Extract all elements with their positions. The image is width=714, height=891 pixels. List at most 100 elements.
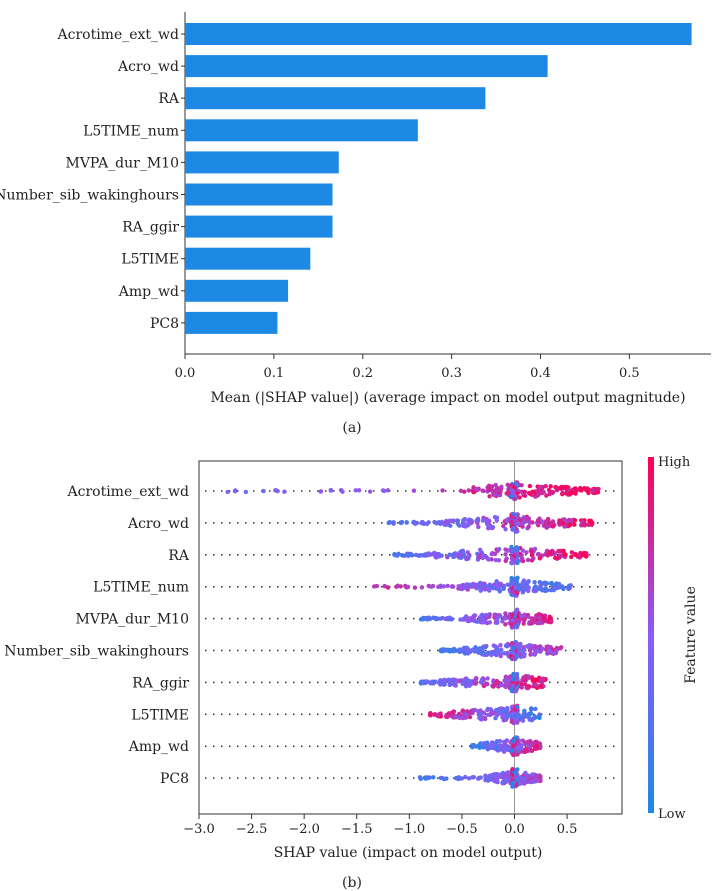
point bbox=[474, 486, 479, 492]
point bbox=[526, 516, 531, 521]
x-tick-label: 0.5 bbox=[619, 366, 640, 381]
point bbox=[529, 552, 535, 558]
point bbox=[529, 706, 534, 711]
point bbox=[478, 708, 483, 713]
point bbox=[479, 677, 485, 683]
point bbox=[468, 582, 474, 587]
point bbox=[391, 521, 396, 526]
point bbox=[591, 487, 596, 493]
point bbox=[399, 519, 405, 525]
point bbox=[438, 616, 443, 621]
point bbox=[550, 647, 556, 652]
point bbox=[465, 651, 471, 656]
point bbox=[509, 575, 514, 581]
category-label: L5TIME_num bbox=[93, 580, 189, 596]
point bbox=[510, 704, 515, 710]
point bbox=[534, 744, 540, 749]
category-label: MVPA_dur_M10 bbox=[65, 155, 179, 171]
point bbox=[511, 645, 516, 651]
point bbox=[545, 524, 550, 529]
point bbox=[438, 682, 443, 687]
point bbox=[411, 488, 417, 493]
point bbox=[527, 483, 533, 489]
x-axis-label: Mean (|SHAP value|) (average impact on m… bbox=[210, 390, 685, 406]
point bbox=[509, 544, 514, 550]
point bbox=[504, 706, 510, 711]
point bbox=[233, 488, 238, 493]
point bbox=[481, 488, 486, 494]
point bbox=[543, 588, 549, 593]
point bbox=[477, 555, 482, 560]
point bbox=[563, 552, 568, 557]
point bbox=[492, 681, 498, 686]
point bbox=[489, 772, 495, 778]
point bbox=[495, 616, 500, 621]
point bbox=[514, 577, 520, 583]
point bbox=[536, 612, 541, 617]
x-tick-label: 0.0 bbox=[504, 822, 525, 837]
point bbox=[419, 585, 425, 590]
point bbox=[510, 490, 516, 496]
point bbox=[340, 489, 345, 494]
point bbox=[521, 518, 527, 524]
point bbox=[525, 579, 531, 585]
point bbox=[522, 681, 528, 687]
point bbox=[477, 615, 483, 620]
category-label: L5TIME bbox=[121, 252, 179, 268]
point bbox=[418, 617, 424, 622]
point bbox=[502, 773, 507, 779]
point bbox=[462, 553, 467, 559]
point bbox=[523, 584, 529, 590]
point bbox=[470, 708, 476, 713]
category-label: Acrotime_ext_wd bbox=[67, 484, 190, 500]
point bbox=[512, 496, 517, 502]
point bbox=[496, 558, 502, 563]
point bbox=[466, 709, 472, 715]
bar bbox=[185, 151, 339, 174]
point bbox=[460, 708, 466, 713]
point bbox=[529, 549, 534, 554]
point bbox=[503, 552, 508, 557]
point bbox=[496, 584, 502, 590]
point bbox=[395, 553, 400, 558]
point bbox=[502, 741, 508, 747]
point bbox=[496, 546, 502, 552]
point bbox=[511, 752, 516, 757]
point bbox=[586, 490, 591, 496]
point bbox=[537, 556, 543, 561]
point bbox=[457, 715, 463, 721]
point bbox=[565, 519, 570, 525]
point bbox=[400, 553, 405, 558]
point bbox=[520, 556, 525, 561]
point bbox=[419, 520, 424, 526]
point bbox=[441, 678, 447, 683]
point bbox=[498, 653, 503, 659]
point bbox=[564, 484, 569, 490]
point bbox=[580, 519, 585, 524]
point bbox=[431, 615, 436, 620]
point bbox=[467, 714, 473, 720]
point bbox=[486, 650, 491, 656]
point bbox=[543, 618, 548, 624]
point bbox=[440, 775, 445, 781]
point bbox=[538, 484, 543, 490]
point bbox=[463, 524, 468, 529]
point bbox=[477, 745, 482, 750]
point bbox=[424, 521, 430, 527]
point bbox=[557, 521, 563, 526]
point bbox=[452, 682, 458, 688]
category-label: Amp_wd bbox=[118, 284, 179, 300]
point bbox=[453, 551, 458, 556]
point bbox=[537, 516, 542, 521]
point bbox=[561, 586, 566, 592]
point bbox=[547, 549, 553, 555]
point bbox=[405, 584, 411, 590]
point bbox=[513, 585, 518, 590]
colorbar-low-label: Low bbox=[658, 807, 686, 822]
point bbox=[471, 489, 476, 495]
point bbox=[462, 585, 468, 590]
point bbox=[541, 489, 546, 495]
point bbox=[497, 492, 503, 498]
point bbox=[480, 619, 486, 625]
point bbox=[493, 644, 498, 649]
